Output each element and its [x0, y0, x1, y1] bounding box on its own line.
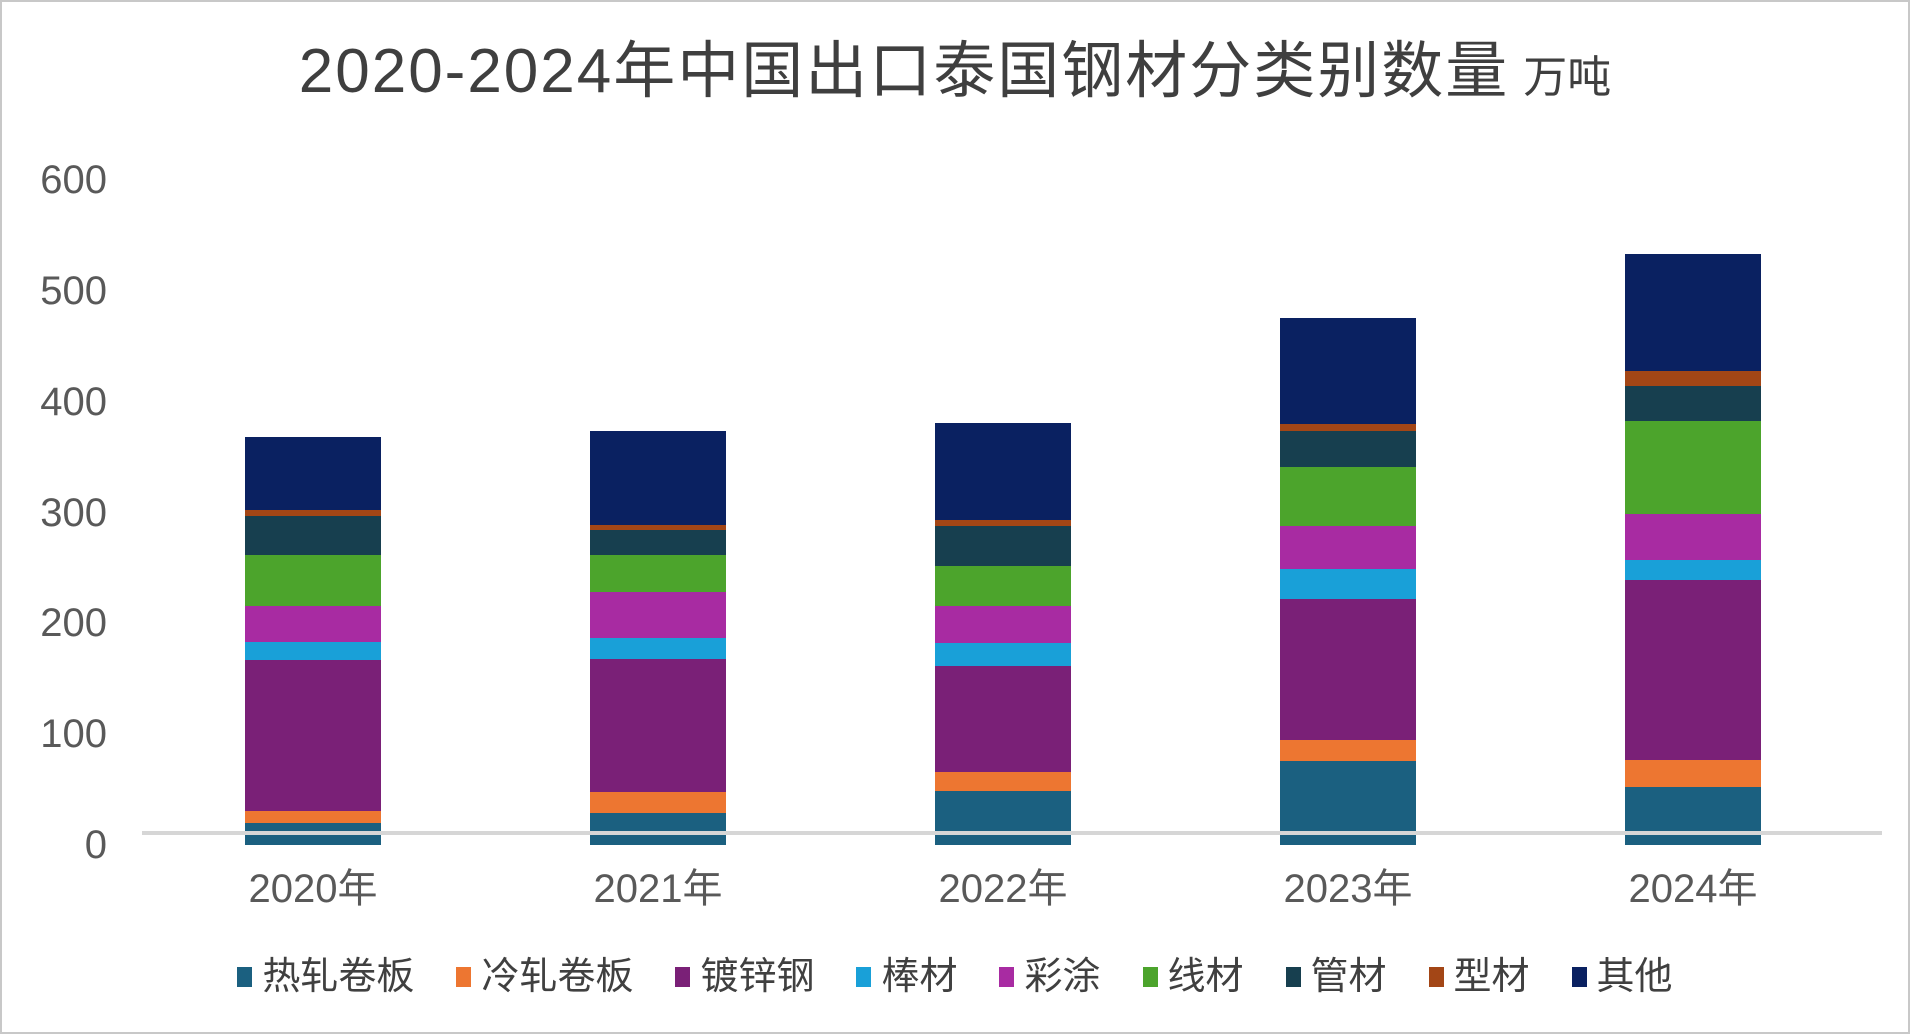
legend-item-棒材: 棒材 [856, 954, 957, 1000]
y-axis-tick-label: 100 [40, 712, 107, 757]
bar-segment-热轧卷板 [1625, 787, 1761, 845]
chart-title: 2020-2024年中国出口泰国钢材分类别数量 [298, 37, 1510, 106]
chart-legend: 热轧卷板 冷轧卷板 镀锌钢 棒材 彩涂 线材 管材 型材 其他 [2, 954, 1908, 1000]
legend-swatch-icon [675, 967, 691, 987]
bar-segment-棒材 [1625, 560, 1761, 581]
bar-segment-型材 [245, 510, 381, 516]
legend-item-冷轧卷板: 冷轧卷板 [456, 954, 633, 1000]
bar-segment-管材 [590, 530, 726, 555]
y-axis-tick-label: 0 [84, 823, 107, 867]
bar-segment-棒材 [1280, 569, 1416, 599]
bar-segment-冷轧卷板 [935, 771, 1071, 791]
bar-segment-彩涂 [1625, 513, 1761, 561]
bar-segment-线材 [590, 554, 726, 593]
x-axis-category-label: 2020年 [248, 867, 378, 911]
bar-segment-镀锌钢 [245, 659, 381, 811]
x-axis-category-label: 2024年 [1628, 867, 1758, 911]
bar-segment-冷轧卷板 [245, 810, 381, 823]
bar-segment-管材 [245, 515, 381, 555]
legend-label: 镀锌钢 [700, 956, 815, 998]
bar-segment-棒材 [245, 642, 381, 660]
x-axis-category-label: 2021年 [593, 867, 723, 911]
legend-item-热轧卷板: 热轧卷板 [237, 954, 414, 1000]
bar-segment-线材 [245, 554, 381, 606]
bar-segment-棒材 [935, 643, 1071, 666]
bar-segment-彩涂 [935, 605, 1071, 644]
bar-segment-冷轧卷板 [1625, 759, 1761, 788]
bar-segment-镀锌钢 [935, 665, 1071, 772]
bar-segment-热轧卷板 [590, 812, 726, 845]
bar-segment-型材 [1625, 370, 1761, 387]
bar-segment-热轧卷板 [1280, 760, 1416, 845]
bar-segment-镀锌钢 [1280, 599, 1416, 740]
y-axis-tick-label: 200 [40, 601, 107, 646]
bar-segment-彩涂 [590, 592, 726, 638]
chart-title-row: 2020-2024年中国出口泰国钢材分类别数量 万吨 [2, 30, 1908, 130]
legend-item-其他: 其他 [1571, 954, 1673, 1000]
legend-item-线材: 线材 [1142, 954, 1244, 1000]
legend-label: 冷轧卷板 [481, 956, 634, 998]
bar-segment-其他 [1280, 317, 1416, 424]
chart-unit-label: 万吨 [1523, 53, 1612, 102]
bar-segment-其他 [590, 430, 726, 525]
legend-swatch-icon [999, 967, 1015, 987]
bar-segment-管材 [1625, 386, 1761, 421]
x-axis-category-label: 2023年 [1283, 867, 1413, 911]
y-axis-tick-label: 600 [40, 158, 107, 203]
bar-segment-管材 [935, 525, 1071, 566]
bar-segment-其他 [1625, 254, 1761, 371]
legend-label: 线材 [1167, 956, 1244, 998]
legend-swatch-icon [1285, 967, 1301, 987]
bar-segment-镀锌钢 [590, 658, 726, 792]
legend-label: 热轧卷板 [262, 956, 415, 998]
bar-segment-热轧卷板 [935, 790, 1071, 845]
legend-label: 管材 [1310, 956, 1387, 998]
bar-segment-镀锌钢 [1625, 580, 1761, 760]
x-axis-category-label: 2022年 [938, 867, 1068, 911]
bar-segment-冷轧卷板 [590, 791, 726, 813]
bar-segment-棒材 [590, 637, 726, 659]
y-axis-tick-label: 300 [40, 490, 107, 535]
bar-segment-管材 [1280, 430, 1416, 468]
bar-segment-彩涂 [245, 605, 381, 643]
bar-segment-型材 [1280, 423, 1416, 431]
bar-segment-型材 [590, 524, 726, 531]
legend-item-镀锌钢: 镀锌钢 [675, 954, 814, 1000]
legend-label: 彩涂 [1024, 956, 1101, 998]
bar-segment-其他 [935, 422, 1071, 521]
legend-swatch-icon [1571, 967, 1587, 987]
bar-segment-彩涂 [1280, 525, 1416, 570]
bar-segment-线材 [1625, 420, 1761, 514]
legend-item-型材: 型材 [1428, 954, 1530, 1000]
x-axis-line [142, 831, 1882, 835]
y-axis-tick-label: 500 [40, 269, 107, 313]
bar-segment-线材 [1280, 467, 1416, 526]
legend-item-彩涂: 彩涂 [999, 954, 1101, 1000]
y-axis-tick-label: 400 [40, 379, 107, 424]
legend-label: 其他 [1596, 956, 1673, 998]
legend-label: 棒材 [881, 956, 958, 998]
bar-segment-其他 [245, 437, 381, 511]
legend-swatch-icon [1142, 967, 1158, 987]
legend-item-管材: 管材 [1285, 954, 1387, 1000]
legend-label: 型材 [1453, 956, 1530, 998]
bar-segment-线材 [935, 565, 1071, 606]
bar-segment-型材 [935, 520, 1071, 526]
bar-segment-冷轧卷板 [1280, 739, 1416, 761]
legend-swatch-icon [237, 967, 253, 987]
legend-swatch-icon [856, 967, 872, 987]
legend-swatch-icon [1428, 967, 1444, 987]
legend-swatch-icon [456, 967, 472, 987]
